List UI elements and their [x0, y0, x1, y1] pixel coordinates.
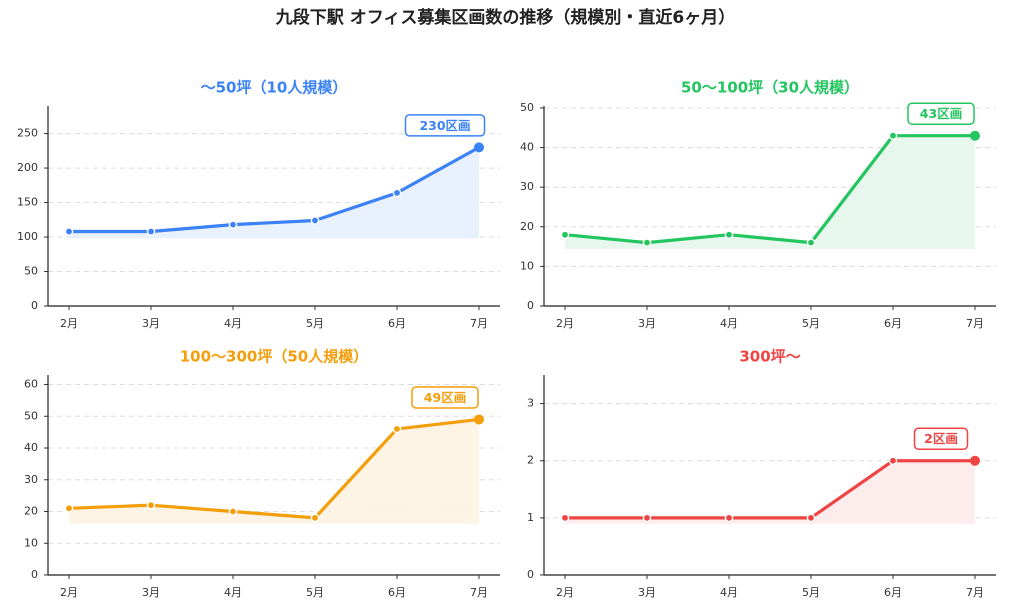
- area-fill: [565, 135, 975, 249]
- series-line: [563, 134, 977, 245]
- x-tick-label: 4月: [720, 317, 738, 330]
- y-tick-label: 40: [24, 441, 38, 454]
- x-tick-label: 7月: [470, 586, 488, 599]
- data-point: [970, 130, 980, 141]
- data-point: [474, 142, 484, 153]
- y-tick-label: 0: [31, 568, 38, 581]
- data-point: [724, 513, 734, 523]
- y-tick-label: 30: [24, 473, 38, 486]
- y-tick-label: 0: [527, 568, 534, 581]
- y-tick-label: 30: [520, 180, 534, 193]
- x-tick-label: 3月: [638, 586, 656, 599]
- x-tick-label: 6月: [884, 586, 902, 599]
- chart-panel-4: 300坪〜 0 1 2 3 2月 3月 4月 5月 6月 7月 2区画: [527, 348, 996, 599]
- data-point: [228, 220, 238, 229]
- x-tick-label: 7月: [966, 586, 984, 599]
- subplot-title: 50〜100坪（30人規模）: [681, 79, 859, 97]
- data-point: [888, 131, 898, 141]
- area-fill: [69, 419, 479, 524]
- x-tick-label: 6月: [388, 317, 406, 330]
- x-tick-label: 7月: [470, 317, 488, 330]
- data-point: [146, 227, 156, 236]
- annotation-box: [913, 427, 969, 450]
- data-point: [474, 414, 484, 425]
- annotation-box: [907, 102, 975, 125]
- x-tick-label: 5月: [306, 317, 324, 330]
- x-tick-label: 3月: [142, 586, 160, 599]
- y-tick-label: 2: [527, 454, 534, 467]
- y-tick-label: 40: [520, 141, 534, 154]
- x-tick-label: 6月: [884, 317, 902, 330]
- y-tick-label: 10: [24, 536, 38, 549]
- area-fill: [565, 460, 975, 524]
- annotation-label: 43区画: [920, 106, 962, 121]
- y-tick-label: 150: [17, 196, 38, 209]
- x-tick-label: 3月: [142, 317, 160, 330]
- y-tick-label: 50: [24, 265, 38, 278]
- subplot-title: 〜50坪（10人規模）: [201, 79, 348, 97]
- x-tick-label: 2月: [556, 586, 574, 599]
- y-tick-label: 20: [24, 505, 38, 518]
- chart-panel-1: 〜50坪（10人規模） 0 50 100 150 200 250 2月 3月 4月 5月 6月 7月 23…: [17, 79, 500, 330]
- x-tick-label: 6月: [388, 586, 406, 599]
- x-tick-label: 4月: [224, 317, 242, 330]
- data-point: [642, 238, 652, 247]
- data-point: [806, 238, 816, 247]
- y-tick-label: 60: [24, 378, 38, 391]
- data-point: [560, 513, 570, 523]
- series-line: [67, 417, 481, 520]
- x-tick-label: 5月: [802, 586, 820, 599]
- data-point: [642, 513, 652, 523]
- series-line: [563, 459, 977, 520]
- data-point: [970, 455, 980, 466]
- y-tick-label: 50: [520, 101, 534, 114]
- y-tick-label: 3: [527, 397, 534, 410]
- data-point: [560, 230, 570, 240]
- data-point: [310, 513, 320, 523]
- x-tick-label: 4月: [720, 586, 738, 599]
- x-tick-label: 2月: [60, 317, 78, 330]
- x-tick-label: 2月: [556, 317, 574, 330]
- x-tick-label: 7月: [966, 317, 984, 330]
- y-tick-label: 1: [527, 511, 534, 524]
- y-tick-label: 200: [17, 161, 38, 174]
- annotation-label: 230区画: [419, 118, 470, 133]
- y-tick-label: 0: [31, 299, 38, 312]
- data-point: [64, 504, 74, 513]
- y-tick-label: 50: [24, 409, 38, 422]
- data-point: [228, 507, 238, 516]
- data-point: [392, 188, 402, 198]
- data-point: [146, 500, 156, 510]
- y-tick-label: 100: [17, 230, 38, 243]
- x-tick-label: 2月: [60, 586, 78, 599]
- data-point: [310, 216, 320, 225]
- chart-panel-3: 100〜300坪（50人規模） 0 10 20 30 40 50 60 2月 3月 4月 5月 6月 7月…: [24, 348, 500, 599]
- x-tick-label: 5月: [802, 317, 820, 330]
- y-tick-label: 250: [17, 127, 38, 140]
- y-tick-label: 10: [520, 259, 534, 272]
- annotation-label: 49区画: [424, 390, 466, 405]
- data-point: [806, 513, 816, 523]
- y-tick-label: 0: [527, 299, 534, 312]
- x-tick-label: 3月: [638, 317, 656, 330]
- x-tick-label: 4月: [224, 586, 242, 599]
- annotation-label: 2区画: [924, 431, 958, 446]
- x-tick-label: 5月: [306, 586, 324, 599]
- subplot-title: 300坪〜: [739, 348, 800, 366]
- chart-panel-2: 50〜100坪（30人規模） 0 10 20 30 40 50 2月 3月 4月 5月 6月 7月 43区…: [520, 79, 996, 330]
- annotation-box: [411, 386, 479, 409]
- figure-title: 九段下駅 オフィス募集区画数の推移（規模別・直近6ヶ月）: [275, 8, 736, 28]
- data-point: [724, 230, 734, 240]
- data-point: [392, 424, 402, 434]
- area-fill: [69, 147, 479, 239]
- series-line: [67, 145, 481, 234]
- data-point: [64, 227, 74, 236]
- y-tick-label: 20: [520, 220, 534, 233]
- data-point: [888, 456, 898, 466]
- subplot-title: 100〜300坪（50人規模）: [180, 348, 369, 366]
- annotation-box: [404, 114, 486, 137]
